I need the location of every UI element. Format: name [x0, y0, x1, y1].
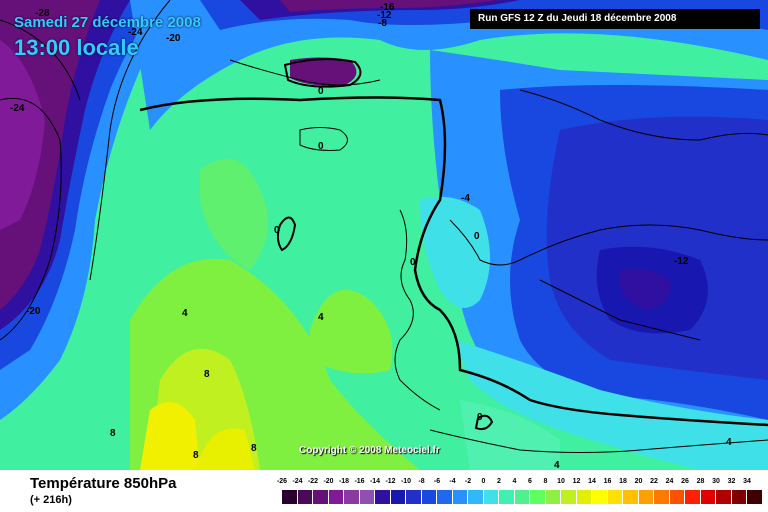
scale-swatch — [654, 490, 669, 504]
scale-swatch — [638, 490, 653, 504]
scale-swatch — [437, 490, 452, 504]
contour-label: 4 — [318, 312, 324, 323]
scale-swatch — [530, 490, 545, 504]
scale-tick-label: -26 — [276, 478, 288, 485]
contour-label: 4 — [726, 437, 732, 448]
scale-tick-label: 20 — [634, 478, 643, 485]
scale-tick-label: 16 — [603, 478, 612, 485]
contour-label: 4 — [554, 460, 560, 470]
scale-swatch — [375, 490, 390, 504]
scale-swatch — [390, 490, 405, 504]
scale-swatch — [514, 490, 529, 504]
scale-tick-label: 24 — [665, 478, 674, 485]
scale-swatch — [576, 490, 591, 504]
scale-tick-label: 12 — [572, 478, 581, 485]
contour-label: -24 — [128, 27, 143, 38]
scale-swatch — [623, 490, 638, 504]
scale-tick-label: 2 — [497, 478, 501, 485]
scale-tick-label: -22 — [307, 478, 319, 485]
scale-tick-label: -10 — [400, 478, 412, 485]
contour-label: 8 — [251, 443, 257, 454]
scale-swatch — [328, 490, 343, 504]
contour-label: -12 — [674, 256, 689, 267]
map-canvas — [0, 0, 768, 470]
scale-tick-label: 22 — [650, 478, 658, 485]
scale-tick-label: 26 — [681, 478, 689, 485]
contour-label: 8 — [193, 450, 199, 461]
scale-tick-label: -6 — [433, 478, 441, 485]
legend-footer: Température 850hPa (+ 216h) -26 -24 -22 -20… — [0, 470, 768, 512]
forecast-time: 13:00 locale — [14, 35, 139, 60]
contour-label: -12 — [377, 10, 392, 21]
contour-label: -16 — [380, 2, 395, 13]
scale-swatch — [716, 490, 731, 504]
scale-swatch — [499, 490, 514, 504]
scale-tick-label: -16 — [354, 478, 365, 485]
scale-swatch — [685, 490, 700, 504]
scale-tick-label: -4 — [449, 478, 456, 485]
scale-swatch — [297, 490, 312, 504]
scale-tick-label: -12 — [385, 478, 396, 485]
contour-label: 0 — [318, 86, 324, 97]
scale-swatch — [700, 490, 715, 504]
contour-label: 0 — [474, 231, 480, 242]
scale-swatch — [747, 490, 762, 504]
scale-swatch — [545, 490, 560, 504]
scale-swatch — [561, 490, 576, 504]
scale-tick-label: -8 — [418, 478, 425, 485]
scale-tick-label: 6 — [528, 478, 532, 485]
legend-title: Température 850hPa — [30, 475, 177, 492]
contour-label: -28 — [35, 8, 50, 19]
contour-label: -20 — [166, 33, 181, 44]
scale-tick-label: -20 — [323, 478, 334, 485]
scale-swatch — [421, 490, 436, 504]
scale-swatch — [282, 490, 297, 504]
scale-tick-label: 34 — [743, 478, 751, 485]
scale-swatch — [344, 490, 359, 504]
contour-label: -24 — [10, 103, 25, 114]
scale-swatch — [483, 490, 498, 504]
contour-label: -20 — [26, 306, 41, 317]
contour-label: -8 — [378, 18, 387, 29]
contour-label: 4 — [182, 308, 188, 319]
scale-tick-label: 10 — [557, 478, 565, 485]
scale-tick-label: 18 — [619, 478, 627, 485]
scale-tick-label: 32 — [727, 478, 736, 485]
scale-tick-label: -2 — [464, 478, 472, 485]
temperature-map: Samedi 27 décembre 2008 13:00 locale Run… — [0, 0, 768, 470]
scale-tick-label: -18 — [338, 478, 350, 485]
scale-swatch — [406, 490, 421, 504]
scale-swatch — [359, 490, 374, 504]
run-info: Run GFS 12 Z du Jeudi 18 décembre 2008 — [470, 9, 760, 29]
copyright: Copyright © 2008 Meteociel.fr — [299, 445, 440, 456]
scale-tick-label: 4 — [512, 478, 517, 485]
contour-label: 8 — [204, 369, 210, 380]
scale-swatch — [731, 490, 746, 504]
scale-swatch — [452, 490, 467, 504]
scale-tick-label: 0 — [481, 478, 486, 485]
scale-tick-label: 8 — [543, 478, 548, 485]
scale-swatch — [592, 490, 607, 504]
contour-label: 0 — [274, 225, 280, 236]
scale-swatch — [669, 490, 684, 504]
contour-label: 0 — [410, 257, 416, 268]
scale-swatch — [607, 490, 622, 504]
scale-tick-label: 30 — [712, 478, 720, 485]
legend-subtitle: (+ 216h) — [30, 494, 72, 506]
contour-label: 0 — [318, 141, 324, 152]
forecast-date: Samedi 27 décembre 2008 — [14, 14, 201, 31]
scale-tick-label: 28 — [696, 478, 705, 485]
scale-swatch — [468, 490, 483, 504]
scale-tick-label: 14 — [588, 478, 596, 485]
scale-tick-label: -14 — [369, 478, 381, 485]
contour-label: 0 — [477, 412, 483, 423]
contour-label: -4 — [461, 193, 470, 204]
contour-label: 8 — [110, 428, 116, 439]
scale-swatch — [313, 490, 328, 504]
scale-tick-label: -24 — [292, 478, 303, 485]
